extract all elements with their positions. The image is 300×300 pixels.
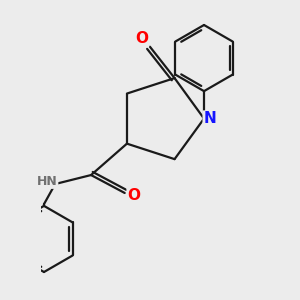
Text: N: N	[203, 111, 216, 126]
Text: O: O	[127, 188, 140, 203]
Text: O: O	[136, 31, 148, 46]
Text: HN: HN	[37, 175, 58, 188]
